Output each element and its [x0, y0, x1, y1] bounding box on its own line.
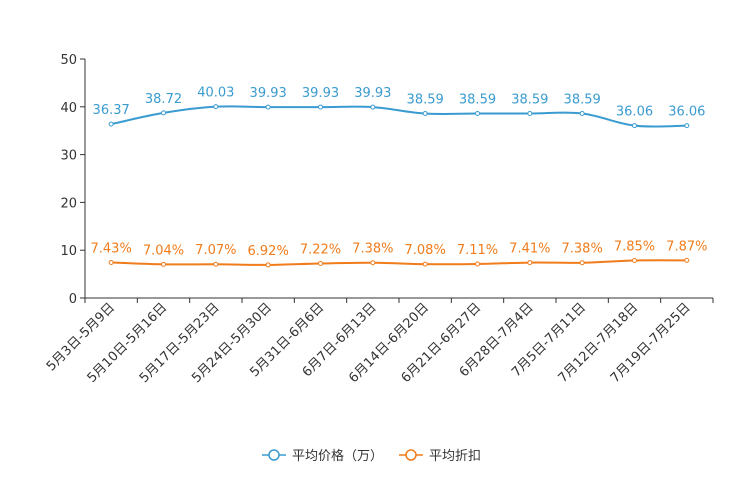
data-point [108, 259, 114, 265]
data-label: 39.93 [250, 86, 287, 101]
data-point [265, 262, 271, 268]
data-label: 38.59 [459, 93, 496, 108]
data-label: 38.72 [145, 92, 182, 107]
legend-label: 平均价格（万） [292, 448, 383, 464]
data-point [684, 123, 690, 129]
data-label: 7.38% [562, 242, 603, 257]
data-point [475, 111, 480, 117]
data-point [422, 111, 428, 117]
data-label: 7.04% [143, 243, 184, 258]
data-label: 7.41% [509, 242, 550, 257]
x-axis-ticks: 5月3日-5月9日5月10日-5月16日5月17日-5月23日5月24日-5月3… [44, 298, 714, 386]
data-point [684, 257, 690, 263]
legend-item-0[interactable]: 平均价格（万） [262, 448, 383, 464]
data-point [213, 104, 219, 110]
data-point [632, 123, 637, 129]
series-line [111, 259, 687, 266]
data-point [370, 104, 376, 110]
data-point [632, 257, 637, 263]
data-point [579, 260, 585, 266]
data-point [422, 261, 428, 267]
series-0: 36.37 38.72 40.03 39.93 39.93 39.93 38.59 38.59… [93, 86, 705, 129]
data-label: 7.11% [457, 243, 498, 258]
data-point [161, 261, 166, 267]
data-label: 38.59 [407, 93, 444, 108]
data-label: 7.87% [666, 239, 707, 254]
data-label: 7.07% [195, 243, 236, 258]
legend-label: 平均折扣 [429, 449, 481, 464]
data-point [318, 104, 323, 110]
data-point [475, 261, 480, 267]
data-point [161, 110, 166, 116]
data-label: 6.92% [248, 244, 289, 259]
data-label: 7.43% [91, 241, 132, 256]
data-point [318, 260, 323, 266]
data-point [370, 260, 376, 266]
data-point [579, 111, 585, 117]
data-label: 36.06 [668, 105, 705, 120]
series-line [110, 105, 687, 128]
y-axis-ticks: 0 10 20 30 40 50 [60, 53, 85, 307]
y-tick-label: 20 [60, 196, 77, 211]
data-label: 7.38% [352, 242, 393, 257]
data-label: 7.08% [405, 243, 446, 258]
series-layer: 36.37 38.72 40.03 39.93 39.93 39.93 38.59 38.59… [91, 86, 707, 268]
data-point [213, 261, 219, 267]
legend: 平均价格（万） 平均折扣 [262, 448, 481, 464]
data-label: 38.59 [511, 93, 548, 108]
legend-circle-icon [405, 449, 417, 461]
series-1: 7.43% 7.04% 7.07% 6.92% 7.22% 7.38% 7.08% 7.11%… [91, 239, 707, 268]
data-label: 39.93 [354, 86, 391, 101]
data-label: 36.37 [93, 103, 130, 118]
y-tick-label: 0 [69, 292, 77, 307]
y-tick-label: 50 [60, 53, 77, 68]
data-label: 7.22% [300, 242, 341, 257]
legend-item-1[interactable]: 平均折扣 [399, 449, 481, 464]
data-point [265, 104, 271, 110]
data-label: 38.59 [564, 93, 601, 108]
y-tick-label: 40 [60, 101, 77, 116]
data-point [527, 111, 533, 117]
data-label: 36.06 [616, 105, 653, 120]
y-tick-label: 30 [60, 149, 77, 164]
y-tick-label: 10 [60, 244, 77, 259]
data-label: 39.93 [302, 86, 339, 101]
data-point [527, 260, 533, 266]
data-label: 7.85% [614, 239, 655, 254]
data-label: 40.03 [197, 86, 234, 101]
legend-circle-icon [268, 449, 280, 461]
data-point [108, 121, 114, 127]
